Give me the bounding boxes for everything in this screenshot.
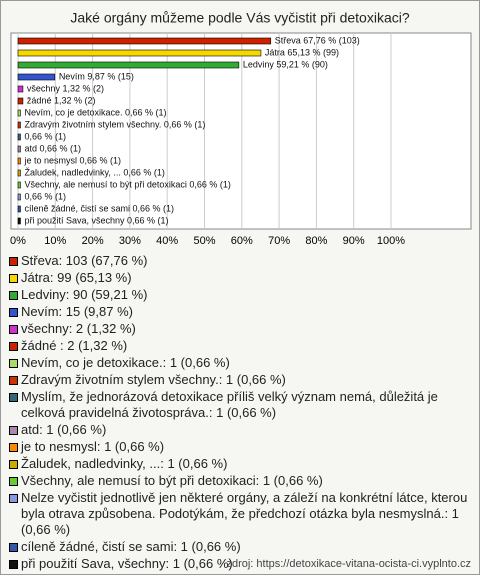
legend-item: cíleně žádné, čistí se sami: 1 (0,66 %) — [9, 539, 471, 555]
bar — [17, 169, 21, 177]
legend-label: Všechny, ale nemusí to být při detoxikac… — [21, 473, 323, 488]
legend-item: Myslím, že jednorázová detoxikace příliš… — [9, 389, 471, 421]
legend-label: Ledviny: 90 (59,21 %) — [21, 287, 148, 302]
legend-label: při použití Sava, všechny: 1 (0,66 %) — [21, 556, 233, 571]
value-label: 0,66 % (1) — [24, 191, 66, 201]
x-tick-label: 10% — [44, 235, 66, 247]
legend-item: atd: 1 (0,66 %) — [9, 422, 471, 438]
bar — [17, 217, 21, 225]
legend-item: Nelze vyčistit jednotlivě jen některé or… — [9, 490, 471, 538]
bar — [17, 49, 262, 57]
legend-label: je to nesmysl: 1 (0,66 %) — [21, 439, 165, 454]
legend-item: je to nesmysl: 1 (0,66 %) — [9, 439, 471, 455]
bar — [17, 85, 24, 93]
x-tick-label: 20% — [82, 235, 104, 247]
legend-label: Střeva: 103 (67,76 %) — [21, 253, 148, 268]
bar — [17, 61, 240, 69]
chart-title: Jaké orgány můžeme podle Vás vyčistit př… — [70, 10, 409, 26]
legend-label: Játra: 99 (65,13 %) — [21, 270, 132, 285]
legend-swatch — [9, 308, 18, 317]
value-label: všechny 1,32 % (2) — [27, 83, 104, 93]
value-label: cíleně žádné, čistí se sami 0,66 % (1) — [24, 203, 174, 213]
legend-swatch — [9, 291, 18, 300]
legend-swatch — [9, 443, 18, 452]
legend-swatch — [9, 274, 18, 283]
legend-swatch — [9, 460, 18, 469]
bar — [17, 181, 21, 189]
legend-label: Zdravým životním stylem všechny.: 1 (0,6… — [21, 372, 286, 387]
value-label: Nevím 9,87 % (15) — [59, 71, 134, 81]
legend-item: Játra: 99 (65,13 %) — [9, 270, 471, 286]
value-label: Střeva 67,76 % (103) — [275, 35, 360, 45]
legend-item: Střeva: 103 (67,76 %) — [9, 253, 471, 269]
legend-item: při použití Sava, všechny: 1 (0,66 %) — [9, 556, 471, 572]
legend-item: Žaludek, nadledvinky, ...: 1 (0,66 %) — [9, 456, 471, 472]
bar — [17, 97, 24, 105]
bar — [17, 73, 56, 81]
value-label: 0,66 % (1) — [24, 131, 66, 141]
legend-label: Nevím: 15 (9,87 %) — [21, 304, 133, 319]
legend-swatch — [9, 477, 18, 486]
legend-swatch — [9, 426, 18, 435]
legend-item: Nevím, co je detoxikace.: 1 (0,66 %) — [9, 355, 471, 371]
x-tick-label: 70% — [268, 235, 290, 247]
value-label: je to nesmysl 0,66 % (1) — [23, 155, 121, 165]
legend-item: žádné : 2 (1,32 %) — [9, 338, 471, 354]
value-label: Nevím, co je detoxikace. 0,66 % (1) — [24, 107, 166, 117]
x-tick-label: 80% — [305, 235, 327, 247]
legend-item: Ledviny: 90 (59,21 %) — [9, 287, 471, 303]
value-label: Zdravým životním stylem všechny. 0,66 % … — [24, 119, 205, 129]
bar — [17, 121, 21, 129]
legend-swatch — [9, 325, 18, 334]
legend-label: Nelze vyčistit jednotlivě jen některé or… — [21, 490, 468, 537]
x-tick-label: 40% — [156, 235, 178, 247]
value-label: atd 0,66 % (1) — [24, 143, 81, 153]
legend-swatch — [9, 342, 18, 351]
legend-swatch — [9, 494, 18, 503]
bar — [17, 133, 21, 141]
legend-item: Zdravým životním stylem všechny.: 1 (0,6… — [9, 372, 471, 388]
legend-item: Všechny, ale nemusí to být při detoxikac… — [9, 473, 471, 489]
x-tick-label: 100% — [377, 235, 405, 247]
legend: Střeva: 103 (67,76 %) Játra: 99 (65,13 %)… — [9, 253, 471, 573]
legend-label: žádné : 2 (1,32 %) — [21, 338, 128, 353]
x-tick-label: 30% — [119, 235, 141, 247]
legend-label: cíleně žádné, čistí se sami: 1 (0,66 %) — [21, 539, 241, 554]
bar — [17, 109, 21, 117]
chart: Jaké orgány můžeme podle Vás vyčistit př… — [10, 10, 472, 247]
value-label: Ledviny 59,21 % (90) — [243, 59, 328, 69]
value-label: žádné 1,32 % (2) — [27, 95, 96, 105]
legend-swatch — [9, 543, 18, 552]
bar — [17, 37, 272, 45]
x-tick-label: 50% — [193, 235, 215, 247]
value-label: při použití Sava, všechny 0,66 % (1) — [24, 215, 168, 225]
value-label: Játra 65,13 % (99) — [265, 47, 339, 57]
legend-label: Žaludek, nadledvinky, ...: 1 (0,66 %) — [21, 456, 228, 471]
x-tick-label: 0% — [10, 235, 26, 247]
value-label: Všechny, ale nemusí to být při detoxikac… — [24, 179, 230, 189]
bar — [17, 145, 21, 153]
legend-swatch — [9, 393, 18, 402]
bar — [17, 193, 21, 201]
legend-label: všechny: 2 (1,32 %) — [21, 321, 136, 336]
legend-swatch — [9, 376, 18, 385]
legend-label: Nevím, co je detoxikace.: 1 (0,66 %) — [21, 355, 230, 370]
x-tick-label: 60% — [231, 235, 253, 247]
x-tick-label: 90% — [343, 235, 365, 247]
bar — [17, 205, 21, 213]
bar — [17, 157, 21, 165]
legend-swatch — [9, 359, 18, 368]
legend-swatch — [9, 257, 18, 266]
legend-item: všechny: 2 (1,32 %) — [9, 321, 471, 337]
source: zdroj: https://detoxikace-vitana-ocista-… — [226, 558, 471, 570]
legend-label: Myslím, že jednorázová detoxikace příliš… — [21, 389, 438, 420]
value-label: Žaludek, nadledvinky, ... 0,66 % (1) — [24, 167, 164, 177]
legend-label: atd: 1 (0,66 %) — [21, 422, 107, 437]
legend-item: Nevím: 15 (9,87 %) — [9, 304, 471, 320]
legend-swatch — [9, 560, 18, 569]
